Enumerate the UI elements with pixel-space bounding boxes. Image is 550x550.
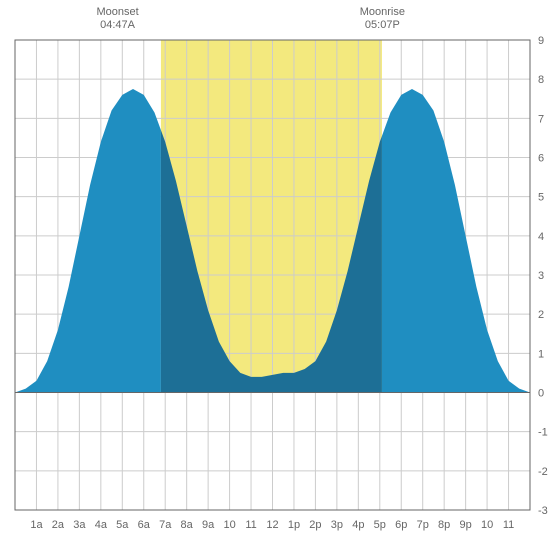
svg-text:3: 3 (538, 270, 544, 282)
svg-text:11: 11 (503, 519, 514, 531)
svg-text:3p: 3p (331, 519, 343, 531)
svg-text:7p: 7p (417, 519, 429, 531)
svg-text:5a: 5a (116, 519, 129, 531)
annotation-title: Moonrise (360, 6, 405, 19)
svg-text:7a: 7a (159, 519, 172, 531)
annotation-title: Moonset (96, 6, 138, 19)
svg-text:1p: 1p (288, 519, 300, 531)
svg-text:2p: 2p (309, 519, 321, 531)
annotation-time: 04:47A (96, 19, 138, 32)
chart-svg: 1a2a3a4a5a6a7a8a9a1011121p2p3p4p5p6p7p8p… (0, 0, 550, 550)
svg-text:4p: 4p (352, 519, 364, 531)
svg-text:1a: 1a (30, 519, 43, 531)
svg-text:8p: 8p (438, 519, 450, 531)
svg-text:12: 12 (266, 519, 278, 531)
svg-text:2: 2 (538, 309, 544, 321)
svg-text:6p: 6p (395, 519, 407, 531)
svg-text:10: 10 (223, 519, 235, 531)
svg-text:0: 0 (538, 388, 544, 400)
svg-text:5: 5 (538, 192, 544, 204)
svg-text:6: 6 (538, 153, 544, 165)
svg-text:4: 4 (538, 231, 544, 243)
svg-text:7: 7 (538, 113, 544, 125)
annotation-time: 05:07P (360, 19, 405, 32)
svg-text:3a: 3a (73, 519, 86, 531)
svg-text:10: 10 (481, 519, 493, 531)
tide-chart: 1a2a3a4a5a6a7a8a9a1011121p2p3p4p5p6p7p8p… (0, 0, 550, 550)
svg-text:9: 9 (538, 35, 544, 47)
svg-text:6a: 6a (138, 519, 151, 531)
svg-text:8a: 8a (181, 519, 194, 531)
svg-text:4a: 4a (95, 519, 108, 531)
svg-text:8: 8 (538, 74, 544, 86)
svg-text:9a: 9a (202, 519, 215, 531)
svg-text:-2: -2 (538, 466, 548, 478)
svg-text:-3: -3 (538, 505, 548, 517)
moonrise-label: Moonrise05:07P (360, 6, 405, 32)
svg-text:1: 1 (538, 348, 544, 360)
svg-text:11: 11 (245, 519, 256, 531)
svg-text:9p: 9p (460, 519, 472, 531)
svg-text:-1: -1 (538, 427, 548, 439)
moonset-label: Moonset04:47A (96, 6, 138, 32)
svg-text:2a: 2a (52, 519, 65, 531)
svg-text:5p: 5p (374, 519, 386, 531)
